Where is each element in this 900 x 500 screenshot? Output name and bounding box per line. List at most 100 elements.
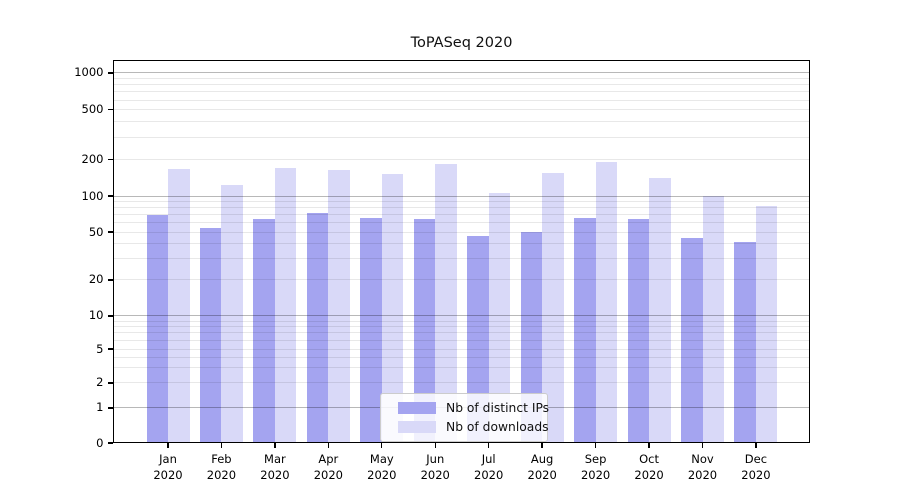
x-tick-mark — [220, 443, 223, 448]
y-tick-mark — [107, 158, 113, 161]
x-tick-month: Oct — [639, 452, 659, 466]
x-tick-label-nov: Nov 2020 — [671, 451, 735, 483]
x-tick-label-sep: Sep 2020 — [564, 451, 628, 483]
gridline-minor — [113, 84, 810, 86]
x-tick-mark — [274, 443, 276, 448]
gridline-minor — [113, 320, 810, 322]
y-tick-label: 500 — [81, 102, 104, 117]
x-tick-label-jul: Jul 2020 — [457, 451, 521, 483]
gridline-minor — [113, 348, 810, 350]
x-tick-year: 2020 — [474, 468, 504, 482]
x-tick-month: May — [369, 452, 394, 466]
x-tick-label-mar: Mar 2020 — [243, 451, 307, 483]
bar-downloads-may — [381, 174, 404, 443]
bar-ips-jun — [413, 219, 436, 443]
gridline-minor — [113, 326, 810, 328]
gridline-minor — [113, 222, 810, 224]
gridline-minor — [113, 231, 810, 233]
x-tick-year: 2020 — [687, 468, 718, 482]
legend-row-downloads: Nb of downloads — [381, 418, 549, 435]
x-tick-month: Apr — [318, 452, 339, 466]
bar-ips-sep — [574, 217, 596, 443]
x-tick-month: Jul — [481, 452, 496, 466]
y-tick-mark — [107, 382, 113, 384]
x-tick-mark — [488, 443, 490, 448]
gridline-minor — [113, 121, 810, 123]
bar-downloads-sep — [595, 162, 618, 443]
x-tick-month: Aug — [530, 452, 554, 466]
x-tick-label-jun: Jun 2020 — [403, 451, 467, 483]
y-tick-mark — [107, 108, 113, 111]
y-tick-label: 200 — [81, 152, 104, 167]
gridline-minor — [113, 279, 810, 281]
legend-label-ips: Nb of distinct IPs — [446, 400, 550, 415]
y-tick-mark — [107, 348, 113, 350]
x-tick-label-jan: Jan 2020 — [136, 451, 200, 483]
gridline-minor — [113, 243, 810, 245]
gridline-minor — [113, 339, 810, 341]
bar-downloads-dec — [755, 206, 778, 443]
gridline-minor — [113, 367, 810, 369]
x-tick-mark — [701, 443, 704, 448]
x-tick-mark — [541, 443, 543, 448]
bar-downloads-apr — [328, 170, 350, 443]
gridline-minor — [113, 159, 810, 161]
x-tick-label-apr: Apr 2020 — [296, 451, 360, 483]
x-tick-year: 2020 — [367, 468, 397, 482]
y-tick-label: 100 — [81, 188, 104, 203]
x-tick-year: 2020 — [260, 468, 290, 482]
gridline-minor — [113, 207, 810, 209]
gridline-minor — [113, 332, 810, 334]
bar-downloads-jul — [488, 193, 511, 443]
x-tick-mark — [327, 443, 330, 448]
x-tick-year: 2020 — [313, 468, 343, 482]
x-tick-month: Feb — [211, 452, 232, 466]
bar-downloads-jun — [435, 163, 457, 443]
y-tick-mark — [107, 442, 113, 444]
bar-ips-dec — [734, 242, 756, 443]
y-tick-mark — [107, 195, 113, 197]
x-tick-label-dec: Dec 2020 — [724, 451, 788, 483]
bar-ips-jan — [146, 214, 168, 443]
x-tick-label-feb: Feb 2020 — [189, 451, 253, 483]
x-tick-label-oct: Oct 2020 — [617, 451, 681, 483]
y-tick-mark — [107, 407, 113, 409]
bar-ips-mar — [253, 219, 275, 443]
x-tick-label-aug: Aug 2020 — [510, 451, 574, 483]
x-tick-month: Sep — [584, 452, 607, 466]
bar-ips-apr — [306, 213, 329, 443]
y-tick-mark — [107, 279, 113, 281]
legend-swatch-downloads — [398, 420, 436, 433]
x-tick-year: 2020 — [741, 468, 771, 482]
gridline-minor — [113, 91, 810, 93]
legend: Nb of distinct IPs Nb of downloads — [380, 393, 550, 442]
bar-downloads-feb — [221, 184, 243, 443]
gridline-major — [113, 195, 810, 197]
x-tick-month: Jan — [159, 452, 177, 466]
plot-area: Nb of distinct IPs Nb of downloads — [113, 60, 810, 443]
y-tick-label: 10 — [88, 308, 104, 323]
legend-label-downloads: Nb of downloads — [446, 419, 549, 434]
y-tick-mark — [107, 72, 113, 74]
bar-ips-jul — [467, 236, 489, 443]
y-tick-label: 1000 — [74, 65, 104, 80]
x-tick-mark — [594, 443, 597, 448]
bar-downloads-mar — [274, 168, 297, 443]
x-tick-year: 2020 — [634, 468, 664, 482]
x-tick-month: Mar — [264, 452, 286, 466]
y-tick-label: 2 — [96, 375, 104, 390]
bar-ips-oct — [627, 219, 650, 443]
chart-title: ToPASeq 2020 — [410, 35, 513, 51]
gridline-minor — [113, 99, 810, 101]
gridline-minor — [113, 214, 810, 216]
gridline-minor — [113, 200, 810, 202]
legend-swatch-ips — [398, 401, 436, 414]
x-tick-year: 2020 — [527, 468, 557, 482]
y-tick-label: 5 — [96, 341, 104, 356]
gridline-minor — [113, 78, 810, 80]
x-tick-year: 2020 — [580, 468, 611, 482]
x-tick-month: Jun — [426, 452, 445, 466]
x-tick-month: Nov — [691, 452, 714, 466]
bar-ips-nov — [681, 237, 703, 443]
